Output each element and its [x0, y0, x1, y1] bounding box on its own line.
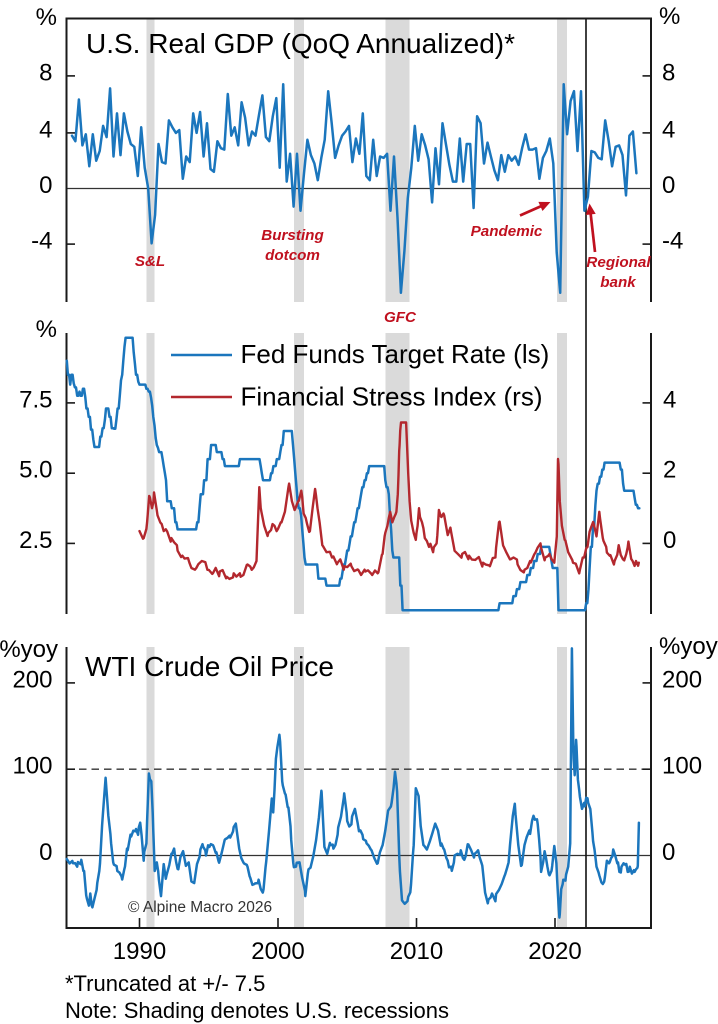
svg-text:200: 200 — [662, 666, 702, 693]
svg-text:8: 8 — [39, 59, 52, 86]
svg-text:0: 0 — [662, 172, 675, 199]
svg-text:%yoy: %yoy — [659, 633, 718, 660]
svg-text:-4: -4 — [662, 228, 683, 255]
svg-text:-4: -4 — [31, 228, 52, 255]
svg-text:S&L: S&L — [135, 253, 165, 270]
svg-text:Regional: Regional — [586, 254, 651, 271]
svg-text:Bursting: Bursting — [261, 227, 324, 244]
svg-text:200: 200 — [12, 666, 52, 693]
svg-text:GFC: GFC — [384, 309, 417, 326]
svg-text:bank: bank — [600, 274, 637, 291]
svg-text:*Truncated at +/- 7.5: *Truncated at +/- 7.5 — [65, 971, 265, 996]
svg-text:WTI Crude Oil Price: WTI Crude Oil Price — [85, 651, 334, 682]
svg-text:4: 4 — [663, 386, 676, 413]
svg-text:4: 4 — [662, 116, 675, 143]
svg-text:U.S. Real GDP (QoQ Annualized): U.S. Real GDP (QoQ Annualized)* — [86, 28, 515, 59]
svg-text:Financial Stress Index (rs): Financial Stress Index (rs) — [241, 382, 543, 412]
svg-text:4: 4 — [39, 116, 52, 143]
svg-text:2010: 2010 — [390, 938, 443, 965]
svg-text:Pandemic: Pandemic — [471, 223, 543, 240]
svg-text:%: % — [659, 3, 680, 30]
svg-text:1990: 1990 — [113, 938, 166, 965]
svg-text:%: % — [36, 316, 57, 343]
svg-text:0: 0 — [662, 839, 675, 866]
svg-text:8: 8 — [662, 59, 675, 86]
svg-text:%yoy: %yoy — [0, 636, 58, 663]
svg-text:7.5: 7.5 — [19, 386, 52, 413]
svg-text:2: 2 — [663, 457, 676, 484]
svg-text:dotcom: dotcom — [265, 247, 320, 264]
svg-text:2020: 2020 — [528, 938, 581, 965]
svg-text:© Alpine Macro 2026: © Alpine Macro 2026 — [128, 899, 272, 916]
svg-text:100: 100 — [662, 753, 702, 780]
svg-text:%: % — [36, 4, 57, 31]
svg-text:5.0: 5.0 — [19, 457, 52, 484]
svg-text:2000: 2000 — [251, 938, 304, 965]
svg-text:0: 0 — [663, 527, 676, 554]
svg-text:0: 0 — [39, 172, 52, 199]
svg-text:2.5: 2.5 — [19, 527, 52, 554]
svg-text:Note: Shading denotes U.S. rec: Note: Shading denotes U.S. recessions — [65, 998, 449, 1023]
svg-text:0: 0 — [39, 839, 52, 866]
svg-text:100: 100 — [12, 753, 52, 780]
svg-text:Fed Funds Target Rate (ls): Fed Funds Target Rate (ls) — [241, 339, 550, 369]
